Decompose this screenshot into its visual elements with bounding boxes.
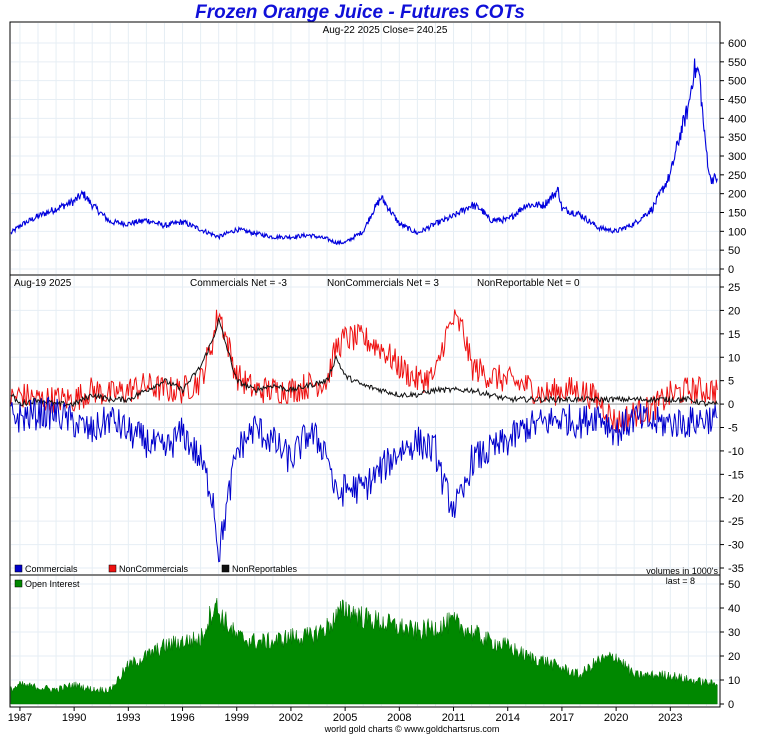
price-axis-tick-label: 150 bbox=[728, 208, 746, 220]
x-axis-tick-label: 2002 bbox=[279, 712, 303, 724]
cot-axis-tick-label: 25 bbox=[728, 282, 740, 294]
price-axis-tick-label: 100 bbox=[728, 226, 746, 238]
noncommercials-line bbox=[10, 309, 718, 434]
legend-label-nonreportables: NonReportables bbox=[232, 564, 298, 574]
price-axis-tick-label: 400 bbox=[728, 113, 746, 125]
open-interest-label: Open Interest bbox=[25, 579, 80, 589]
oi-axis-tick-label: 30 bbox=[728, 627, 740, 639]
cot-axis-tick-label: -20 bbox=[728, 493, 744, 505]
x-axis-tick-label: 2008 bbox=[387, 712, 411, 724]
price-axis-tick-label: 350 bbox=[728, 132, 746, 144]
open-interest-area bbox=[10, 597, 718, 705]
cot-axis-tick-label: -5 bbox=[728, 423, 738, 435]
cot-axis-tick-label: -15 bbox=[728, 469, 744, 481]
legend-swatch-open-interest bbox=[14, 579, 23, 588]
x-axis-tick-label: 1999 bbox=[224, 712, 248, 724]
cot-date-label: Aug-19 2025 bbox=[14, 278, 72, 289]
price-line bbox=[10, 58, 718, 246]
open-interest-last: last = 8 bbox=[666, 576, 695, 586]
legend-label-noncommercials: NonCommercials bbox=[119, 564, 189, 574]
price-axis-tick-label: 450 bbox=[728, 95, 746, 107]
price-axis-tick-label: 600 bbox=[728, 38, 746, 50]
noncommercials-net-label: NonCommercials Net = 3 bbox=[327, 278, 439, 289]
x-axis-tick-label: 1996 bbox=[170, 712, 194, 724]
legend-swatch-nonreportables bbox=[221, 564, 230, 573]
x-axis-tick-label: 1990 bbox=[62, 712, 86, 724]
price-axis-tick-label: 550 bbox=[728, 57, 746, 69]
cot-axis-tick-label: 20 bbox=[728, 305, 740, 317]
oi-axis-tick-label: 0 bbox=[728, 699, 734, 711]
price-axis-tick-label: 200 bbox=[728, 189, 746, 201]
cot-axis-tick-label: -25 bbox=[728, 516, 744, 528]
price-header: Aug-22 2025 Close= 240.25 bbox=[323, 25, 448, 36]
oi-axis-tick-label: 40 bbox=[728, 603, 740, 615]
footer-credit: world gold charts © www.goldchartsrus.co… bbox=[324, 724, 500, 734]
nonreportable-net-label: NonReportable Net = 0 bbox=[477, 278, 580, 289]
price-axis-tick-label: 300 bbox=[728, 151, 746, 163]
price-axis-tick-label: 250 bbox=[728, 170, 746, 182]
price-axis-tick-label: 50 bbox=[728, 245, 740, 257]
price-panel bbox=[9, 21, 721, 276]
x-axis-tick-label: 2005 bbox=[333, 712, 357, 724]
legend-swatch-noncommercials bbox=[108, 564, 117, 573]
commercials-net-label: Commercials Net = -3 bbox=[190, 278, 287, 289]
legend: Commercials NonCommercials NonReportable… bbox=[14, 564, 718, 576]
x-axis-tick-label: 2011 bbox=[442, 712, 466, 724]
legend-label-commercials: Commercials bbox=[25, 564, 78, 574]
cot-axis-tick-label: -35 bbox=[728, 563, 744, 575]
cot-axis-tick-label: 5 bbox=[728, 376, 734, 388]
x-axis-tick-label: 1993 bbox=[116, 712, 140, 724]
cot-axis-tick-label: -30 bbox=[728, 540, 744, 552]
oi-axis-tick-label: 20 bbox=[728, 651, 740, 663]
cot-axis-tick-label: 0 bbox=[728, 399, 734, 411]
volumes-note: volumes in 1000's bbox=[646, 566, 718, 576]
oi-axis-tick-label: 50 bbox=[728, 579, 740, 591]
chart-title: Frozen Orange Juice - Futures COTs bbox=[195, 2, 525, 23]
price-axis-tick-label: 500 bbox=[728, 76, 746, 88]
nonreportables-line bbox=[10, 317, 718, 408]
x-axis-tick-label: 2020 bbox=[604, 712, 628, 724]
legend-swatch-commercials bbox=[14, 564, 23, 573]
oi-axis-tick-label: 10 bbox=[728, 675, 740, 687]
cot-axis-tick-label: 10 bbox=[728, 352, 740, 364]
commercials-line bbox=[10, 396, 718, 563]
x-axis-tick-label: 2023 bbox=[658, 712, 682, 724]
x-axis-tick-label: 2014 bbox=[495, 712, 519, 724]
x-axis-tick-label: 2017 bbox=[550, 712, 574, 724]
x-axis-tick-label: 1987 bbox=[8, 712, 32, 724]
cot-axis-tick-label: -10 bbox=[728, 446, 744, 458]
cot-axis-tick-label: 15 bbox=[728, 329, 740, 341]
price-axis-tick-label: 0 bbox=[728, 264, 734, 276]
